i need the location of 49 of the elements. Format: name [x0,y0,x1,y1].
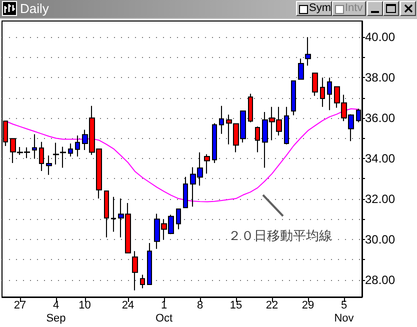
y-tick-label: 28.00 [365,272,396,287]
candlestick [255,126,260,153]
candlestick [327,77,332,111]
candlestick [298,58,304,80]
candlestick [111,196,116,232]
candlestick [291,80,296,116]
candlestick [176,208,181,230]
y-tick-label: 38.00 [365,70,396,85]
candlestick [305,36,311,66]
candlestick [284,106,289,145]
candlestick [147,242,152,285]
candlestick [248,93,253,123]
x-tick-label: 5 [340,300,348,312]
candlestick [104,190,109,238]
candlestick [53,142,59,166]
text: Oct [155,312,173,324]
candlestick [68,143,73,157]
y-tick-label: 34.00 [365,151,396,166]
y-tick-label: 32.00 [365,192,396,206]
y-tick-label: 36.00 [365,111,396,126]
text: Intv [345,2,363,14]
line-series [5,108,359,202]
x-tick-label: 27 [14,300,26,312]
x-tick-label: 15 [230,300,242,312]
candlestick [32,134,37,160]
chart-title: Daily [20,1,49,17]
candlestick [312,72,318,96]
candlestick [75,134,80,157]
candlestick [46,154,52,176]
text: Sep [46,312,66,324]
x-tick-label: 10 [78,300,91,312]
candlestick [140,274,145,289]
x-tick-label: 22 [266,300,278,312]
x-tick-label: 8 [196,300,204,312]
candlestick [132,250,138,291]
candlestick [204,154,210,174]
candlestick [60,146,66,168]
x-tick-label: 29 [302,300,314,312]
candlestick [183,176,188,208]
text: Nov [334,312,354,324]
x-tick-label: 24 [122,300,134,312]
candlestick [39,141,44,172]
text: Sym [309,2,331,14]
candlestick [320,77,325,108]
y-tick-label: 30.00 [365,232,396,246]
annotation: ２０日移動平均線 [228,229,332,244]
candlestick [212,122,217,164]
candlestick [219,105,224,134]
y-tick-label: 40.00 [365,30,396,44]
